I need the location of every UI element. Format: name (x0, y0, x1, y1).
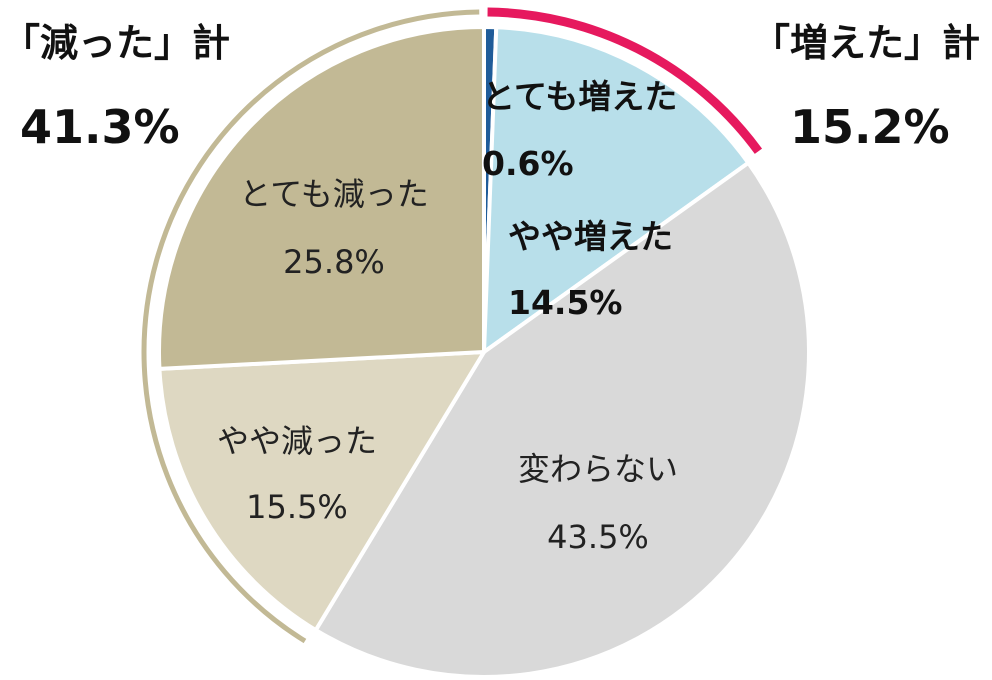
slice-label-slightly-increased: やや増えた 14.5% (508, 217, 673, 322)
slice-label-very-decreased-name: とても減った (239, 175, 428, 213)
slice-label-unchanged-value: 43.5% (547, 518, 649, 556)
summary-increased-title: 「増えた」計 (752, 21, 980, 65)
group-arcs (141, 7, 763, 644)
slice-label-very-decreased: とても減った 25.8% (239, 175, 428, 281)
slice-label-very-increased: とても増えた 0.6% (482, 77, 677, 183)
arc-decreased (141, 9, 480, 644)
summary-increased: 「増えた」計 15.2% (752, 21, 980, 154)
summary-decreased-title: 「減った」計 (2, 21, 230, 65)
slice-label-slightly-decreased-value: 15.5% (246, 488, 348, 526)
slice-label-unchanged: 変わらない 43.5% (518, 450, 678, 556)
arc-increased (487, 7, 763, 154)
slice-label-slightly-decreased: やや減った 15.5% (217, 422, 377, 526)
pie-slice-unchanged (313, 160, 811, 679)
pie-slice-slightly-decreased (157, 350, 486, 633)
pie-slice-very-decreased (157, 25, 486, 371)
summary-increased-value: 15.2% (790, 100, 950, 154)
slice-label-slightly-increased-name: やや増えた (508, 217, 673, 256)
pie-slices (157, 25, 811, 679)
slice-label-slightly-decreased-name: やや減った (217, 422, 377, 460)
pie-slice-slightly-increased (482, 25, 751, 354)
slice-label-unchanged-name: 変わらない (518, 450, 678, 488)
summary-decreased: 「減った」計 41.3% (2, 21, 230, 154)
slice-label-very-decreased-value: 25.8% (283, 243, 385, 281)
slice-label-very-increased-value: 0.6% (482, 144, 574, 183)
summary-decreased-value: 41.3% (20, 100, 180, 154)
slice-label-very-increased-name: とても増えた (482, 77, 677, 116)
slice-label-slightly-increased-value: 14.5% (508, 283, 623, 322)
